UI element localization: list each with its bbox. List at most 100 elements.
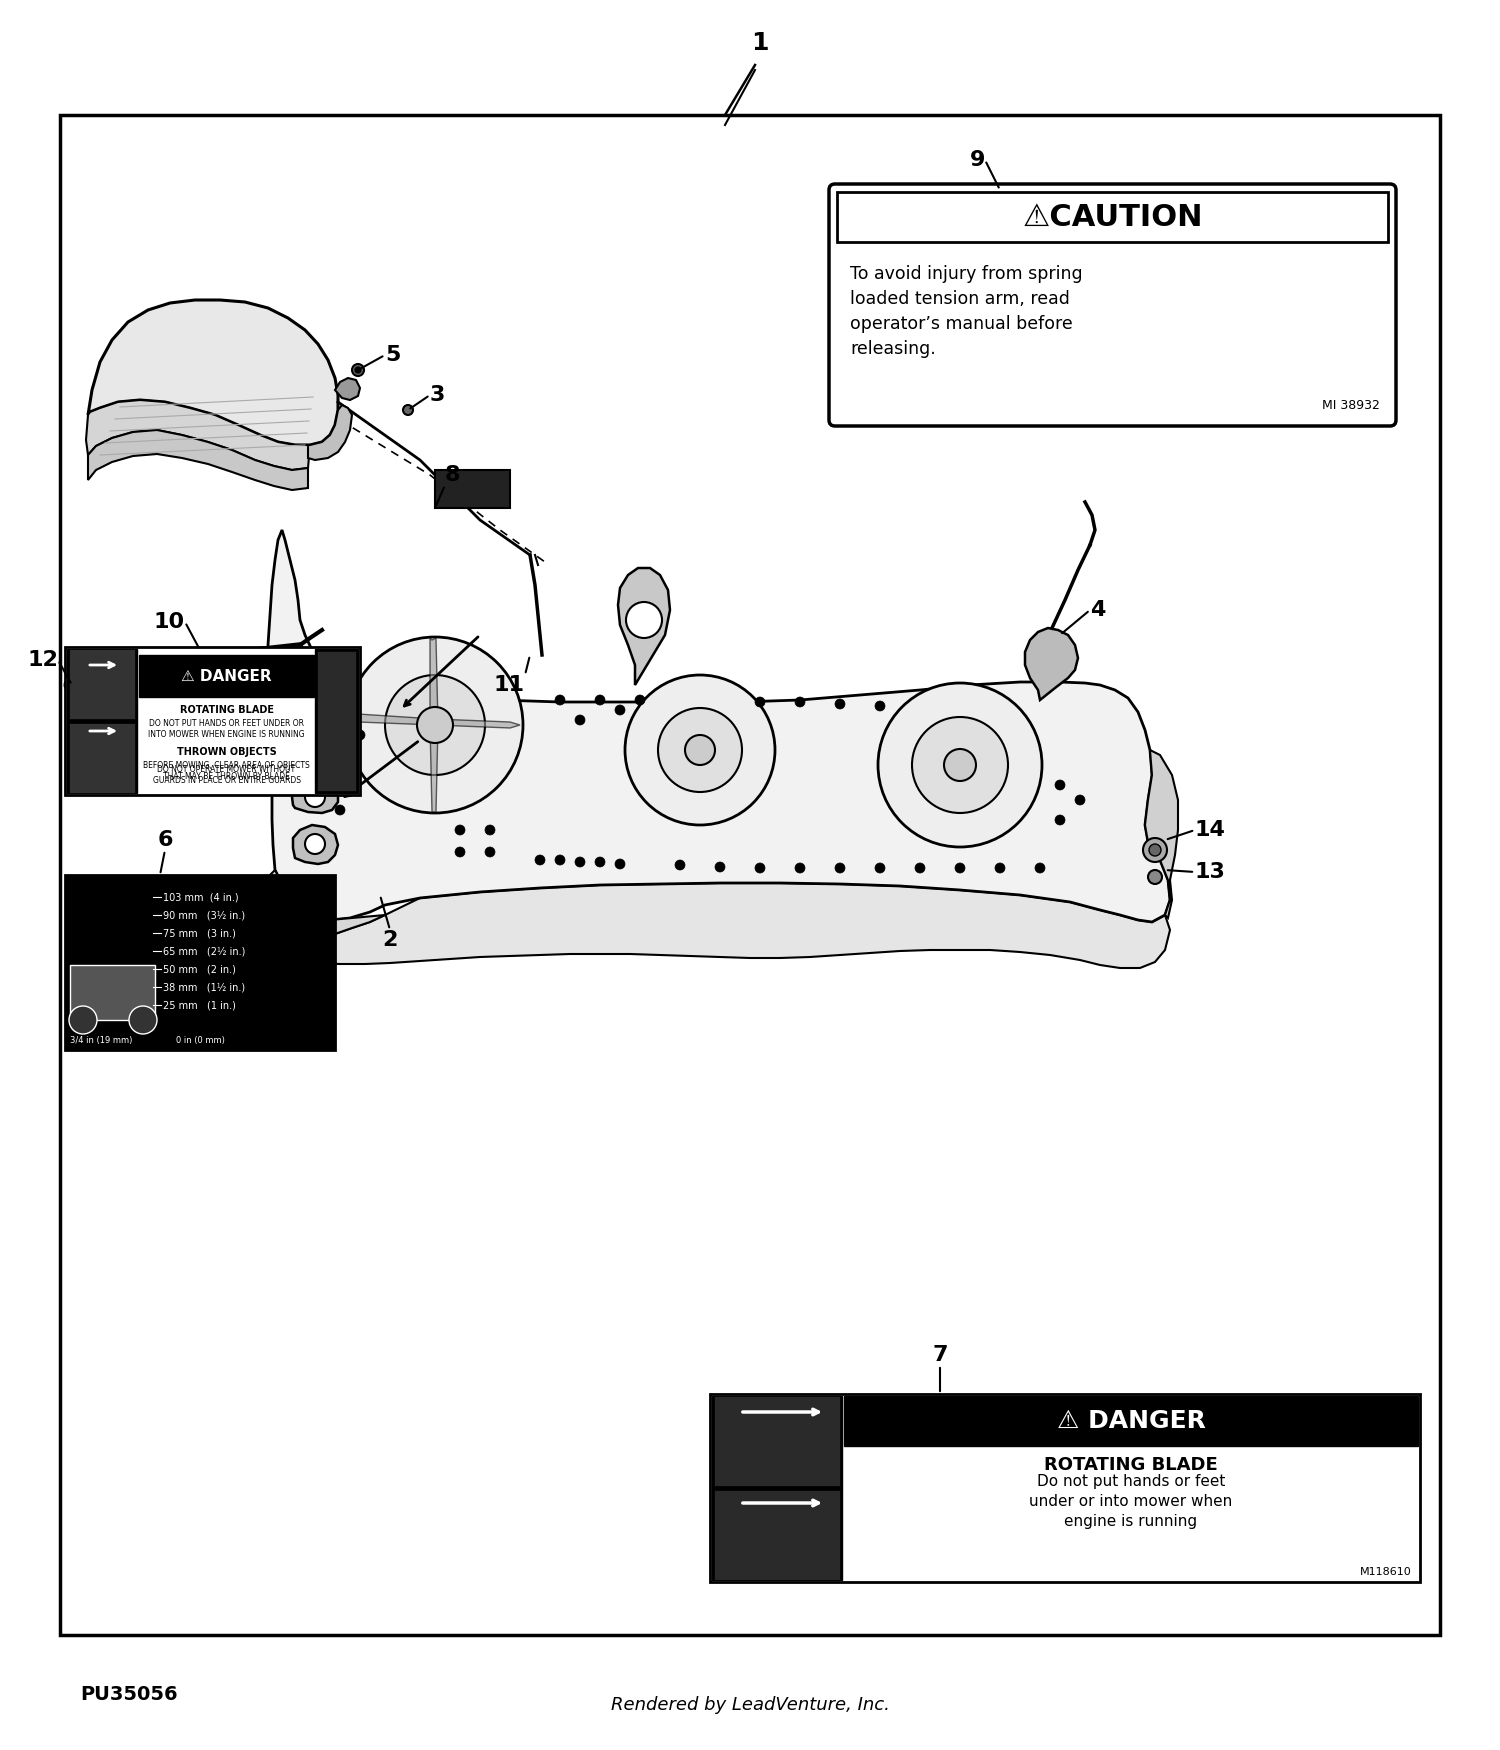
- Text: PU35056: PU35056: [80, 1685, 177, 1704]
- Circle shape: [596, 695, 604, 705]
- Text: ⚠ DANGER: ⚠ DANGER: [182, 668, 272, 684]
- Polygon shape: [88, 299, 338, 444]
- Circle shape: [675, 859, 686, 870]
- Circle shape: [836, 698, 844, 709]
- Circle shape: [555, 695, 566, 705]
- Text: 6: 6: [158, 830, 172, 850]
- Circle shape: [69, 1006, 98, 1034]
- Circle shape: [795, 696, 806, 707]
- Circle shape: [615, 859, 626, 870]
- Circle shape: [626, 676, 776, 824]
- Polygon shape: [262, 870, 386, 945]
- Circle shape: [1143, 838, 1167, 863]
- Polygon shape: [1144, 751, 1178, 919]
- Polygon shape: [268, 884, 1170, 968]
- Bar: [140, 654, 314, 696]
- Bar: [64, 875, 334, 1050]
- Polygon shape: [618, 569, 670, 684]
- Text: 3/4 in (19 mm): 3/4 in (19 mm): [70, 1036, 132, 1045]
- Circle shape: [795, 863, 806, 873]
- Circle shape: [454, 824, 465, 835]
- Bar: [837, 192, 1388, 242]
- Circle shape: [386, 676, 484, 775]
- Circle shape: [615, 705, 626, 716]
- Text: 1: 1: [752, 31, 768, 54]
- Text: ⚠CAUTION: ⚠CAUTION: [1022, 203, 1203, 231]
- Polygon shape: [1024, 628, 1078, 700]
- Text: 38 mm   (1½ in.): 38 mm (1½ in.): [164, 982, 244, 992]
- Circle shape: [64, 677, 80, 691]
- Text: 12: 12: [27, 649, 58, 670]
- Text: 13: 13: [1196, 863, 1225, 882]
- Circle shape: [129, 1006, 158, 1034]
- Bar: [714, 1396, 840, 1486]
- Circle shape: [404, 404, 412, 415]
- Circle shape: [334, 754, 345, 765]
- Circle shape: [754, 696, 765, 707]
- Bar: [712, 1396, 842, 1580]
- Text: 3: 3: [430, 385, 445, 404]
- Text: 4: 4: [1090, 600, 1106, 619]
- Bar: [844, 1396, 1418, 1445]
- Circle shape: [658, 709, 742, 793]
- Circle shape: [304, 788, 326, 807]
- Circle shape: [716, 863, 724, 872]
- Text: 75 mm   (3 in.): 75 mm (3 in.): [164, 928, 236, 938]
- Circle shape: [1148, 870, 1162, 884]
- Circle shape: [1076, 794, 1084, 805]
- Circle shape: [754, 863, 765, 873]
- Circle shape: [417, 707, 453, 744]
- Text: 103 mm  (4 in.): 103 mm (4 in.): [164, 892, 238, 901]
- Text: THROWN OBJECTS: THROWN OBJECTS: [177, 747, 276, 758]
- Polygon shape: [88, 430, 308, 490]
- Circle shape: [874, 702, 885, 710]
- Bar: [64, 648, 360, 794]
- Circle shape: [315, 780, 326, 789]
- Circle shape: [994, 863, 1005, 873]
- Circle shape: [555, 856, 566, 864]
- Text: 65 mm   (2½ in.): 65 mm (2½ in.): [164, 947, 246, 956]
- Bar: [70, 964, 154, 1020]
- Text: 5: 5: [386, 345, 400, 366]
- Text: 14: 14: [1196, 821, 1225, 840]
- Circle shape: [836, 863, 844, 873]
- Circle shape: [596, 858, 604, 866]
- Circle shape: [304, 835, 326, 854]
- Circle shape: [484, 824, 495, 835]
- Circle shape: [574, 716, 585, 724]
- Bar: [60, 116, 1440, 1635]
- Circle shape: [878, 682, 1042, 847]
- Bar: [435, 471, 510, 508]
- Circle shape: [915, 863, 926, 873]
- Polygon shape: [268, 530, 1170, 922]
- Text: Do not put hands or feet
under or into mower when
engine is running: Do not put hands or feet under or into m…: [1029, 1474, 1233, 1528]
- Circle shape: [874, 863, 885, 873]
- Bar: [316, 651, 356, 791]
- Text: ROTATING BLADE: ROTATING BLADE: [180, 705, 273, 716]
- Text: Rendered by LeadVenture, Inc.: Rendered by LeadVenture, Inc.: [610, 1696, 890, 1713]
- Circle shape: [626, 602, 662, 639]
- Circle shape: [574, 858, 585, 866]
- Circle shape: [912, 718, 1008, 814]
- Bar: [710, 1395, 1420, 1582]
- Text: 11: 11: [494, 676, 525, 695]
- Polygon shape: [308, 404, 352, 460]
- Circle shape: [334, 705, 345, 716]
- FancyBboxPatch shape: [830, 184, 1396, 425]
- Text: 25 mm   (1 in.): 25 mm (1 in.): [164, 999, 236, 1010]
- Text: 10: 10: [154, 612, 184, 632]
- Polygon shape: [292, 780, 338, 814]
- Text: 7: 7: [932, 1346, 948, 1365]
- Text: LEADVENTURE: LEADVENTURE: [550, 819, 890, 861]
- Text: ROTATING BLADE: ROTATING BLADE: [1044, 1456, 1218, 1474]
- Circle shape: [484, 847, 495, 858]
- Text: 90 mm   (3½ in.): 90 mm (3½ in.): [164, 910, 244, 920]
- Circle shape: [686, 735, 716, 765]
- Text: 8: 8: [446, 466, 460, 485]
- Text: To avoid injury from spring
loaded tension arm, read
operator’s manual before
re: To avoid injury from spring loaded tensi…: [850, 264, 1083, 359]
- Circle shape: [1054, 816, 1065, 824]
- Bar: [714, 1489, 840, 1580]
- Circle shape: [944, 749, 976, 780]
- Circle shape: [1054, 780, 1065, 789]
- Bar: [315, 649, 358, 793]
